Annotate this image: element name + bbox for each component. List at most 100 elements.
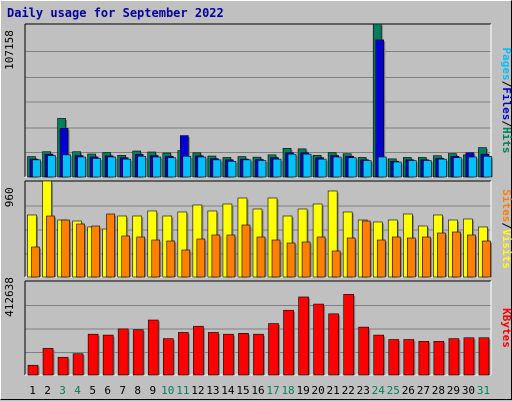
kbytes-bar [223, 333, 234, 376]
sites-bar [76, 223, 85, 278]
series-label-files: Files [500, 87, 512, 120]
kbytes-bar [418, 341, 430, 376]
pages-bar [242, 159, 252, 178]
kbytes-bar [268, 323, 279, 376]
pages-bar [272, 158, 282, 178]
kbytes-bar [463, 337, 475, 376]
chart-title: Daily usage for September 2022 [7, 6, 224, 20]
sites-bar [211, 234, 221, 278]
files-bar [375, 39, 385, 178]
kbytes-bar [358, 326, 370, 376]
pages-bar [47, 155, 56, 178]
kbytes-bar [147, 319, 159, 376]
sites-bar [361, 220, 371, 278]
pages-bar [152, 156, 162, 178]
kbytes-bar [298, 296, 309, 376]
pages-bar [302, 153, 312, 178]
kbytes-bar [57, 356, 69, 376]
pages-bar [468, 156, 477, 178]
x-tick-label: 30 [462, 384, 475, 397]
pages-bar [423, 160, 432, 178]
kbytes-bar [102, 334, 114, 376]
sites-bar [391, 236, 401, 278]
sites-bar [452, 231, 461, 278]
kbytes-panel-series-labels: KBytes [500, 308, 512, 348]
x-tick-label: 11 [176, 384, 189, 397]
kbytes-bar [238, 333, 249, 376]
kbytes-bar [193, 325, 204, 376]
kbytes-bar [72, 353, 84, 376]
kbytes-bar [253, 333, 264, 376]
x-tick-label: 25 [387, 384, 400, 397]
pages-bar [377, 156, 387, 178]
x-tick-label: 22 [342, 384, 355, 397]
sites-bar [226, 234, 236, 278]
pages-bar [392, 161, 402, 178]
sites-bar [256, 236, 266, 278]
kbytes-bar [87, 333, 99, 376]
kbytes-bar [132, 329, 144, 376]
pages-bar [408, 160, 417, 178]
pages-bar [182, 155, 192, 178]
sites-bar [376, 239, 386, 278]
pages-bar [287, 153, 297, 178]
sites-bar [136, 236, 146, 278]
sites-bar [316, 236, 326, 278]
x-tick-label: 9 [149, 384, 156, 397]
sites-bar [46, 215, 55, 278]
x-tick-label: 18 [281, 384, 294, 397]
pages-bar [92, 158, 101, 178]
kbytes-bar [433, 341, 445, 376]
x-tick-label: 21 [327, 384, 340, 397]
x-tick-label: 4 [74, 384, 81, 397]
pages-bar [32, 159, 41, 178]
sites-bar [181, 249, 191, 278]
x-tick-label: 27 [417, 384, 430, 397]
hits-panel-plot-area [25, 24, 491, 177]
hits-panel-axis-max-label: 107158 [3, 30, 16, 70]
kbytes-bar [178, 332, 189, 376]
sites-bar [467, 234, 476, 278]
x-tick-label: 13 [206, 384, 219, 397]
sites-bar [241, 224, 251, 278]
kbytes-bar [328, 313, 339, 376]
sites-bar [196, 238, 206, 278]
kbytes-bar [373, 334, 385, 376]
pages-bar [62, 154, 71, 178]
x-tick-label: 1 [29, 384, 36, 397]
pages-bar [347, 157, 357, 178]
sites-bar [151, 239, 161, 278]
pages-bar [257, 160, 267, 178]
sites-bar [31, 246, 40, 278]
x-tick-label: 16 [251, 384, 264, 397]
x-tick-label: 17 [266, 384, 279, 397]
x-tick-label: 29 [447, 384, 460, 397]
sites-bar [422, 236, 431, 278]
series-label-sites: Sites [500, 189, 512, 222]
x-tick-label: 2 [44, 384, 51, 397]
pages-bar [107, 156, 116, 178]
kbytes-bar [117, 328, 129, 376]
sites-bar [91, 225, 100, 278]
kbytes-bar [478, 337, 490, 376]
sites-bar [331, 250, 341, 278]
x-tick-label: 12 [191, 384, 204, 397]
series-label-hits: Hits [500, 127, 512, 154]
sites-bar [166, 240, 176, 278]
visits-panel-axis-max-label: 960 [3, 187, 16, 207]
kbytes-bar [162, 338, 174, 376]
x-tick-label: 15 [236, 384, 249, 397]
x-tick-label: 3 [59, 384, 66, 397]
kbytes-bar [283, 309, 294, 376]
kbytes-bar [27, 364, 39, 376]
kbytes-bar [343, 294, 354, 376]
hits-panel-series-labels: Pages/Files/Hits [500, 48, 512, 154]
x-tick-label: 14 [221, 384, 235, 397]
pages-bar [438, 158, 447, 178]
sites-bar [286, 242, 296, 278]
pages-bar [453, 157, 462, 178]
series-label-pages: Pages [500, 48, 512, 81]
pages-bar [77, 156, 86, 178]
pages-bar [197, 156, 207, 178]
